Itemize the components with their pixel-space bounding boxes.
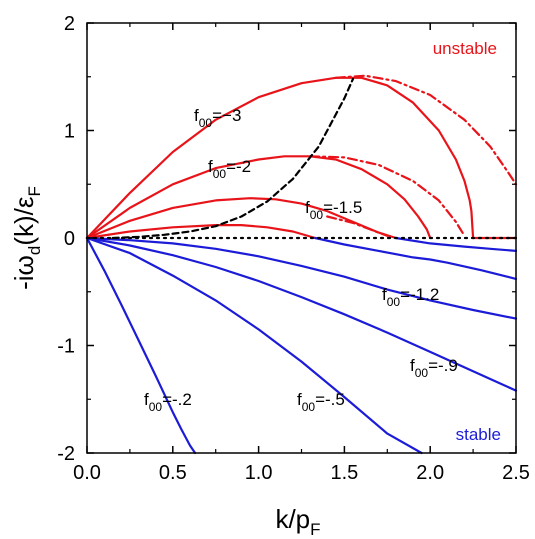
y-tick-label: 2 (64, 13, 75, 35)
x-tick-label: 2.5 (502, 462, 530, 484)
y-tick-label: -2 (57, 443, 75, 465)
x-tick-label: 1.5 (330, 462, 358, 484)
ticks-layer (86, 22, 517, 454)
x-tick-label: 0.5 (159, 462, 187, 484)
series-line-10 (85, 236, 518, 392)
series-label-2: f00=-2 (208, 157, 251, 181)
series-line-11 (85, 236, 423, 455)
y-axis-title-eps: ε (9, 196, 39, 208)
series-line-7 (394, 236, 518, 252)
y-tick-label: -1 (57, 336, 75, 358)
series-line-6 (85, 224, 317, 240)
series-line-12 (85, 236, 197, 455)
series-line-1 (334, 74, 518, 186)
series-line-2 (85, 155, 432, 240)
series-line-4 (85, 197, 397, 240)
series-label-10: f00=-.9 (410, 356, 458, 380)
curves-layer (85, 74, 518, 455)
y-tick-label: 1 (64, 121, 75, 143)
x-axis-title-sub: F (310, 520, 320, 539)
series-line-8 (314, 236, 518, 280)
series-label-0: f00=−3 (194, 106, 241, 130)
series-label-4: f00=-1.5 (305, 198, 362, 222)
x-tick-label: 2.0 (416, 462, 444, 484)
y-tick-label: 0 (64, 228, 75, 250)
y-axis-title-eps-sub: F (25, 186, 44, 196)
unstable-region-label: unstable (433, 39, 497, 58)
series-line-13 (111, 77, 355, 240)
x-tick-label: 1.0 (245, 462, 273, 484)
series-label-9: f00=-1.2 (382, 285, 439, 309)
y-axis-title-mid: (k)/ (9, 207, 39, 245)
series-line-9 (85, 236, 518, 320)
labels-layer: 0.0 0.5 1.0 1.5 2.0 2.5 -2 -1 0 1 2 f00=−3 f00=-2 f00… (57, 13, 530, 484)
y-axis-title-sub: d (25, 246, 44, 255)
stable-region-label: stable (456, 425, 501, 444)
x-axis-title: k/pF (275, 504, 320, 539)
series-line-0 (85, 76, 518, 240)
series-label-11: f00=-.5 (297, 390, 345, 414)
x-axis-title-main: k/p (275, 504, 310, 534)
series-line-3 (309, 155, 466, 237)
y-axis-title-omega: ω (9, 255, 39, 275)
y-axis-title: -iωd(k)/εF (9, 186, 44, 290)
series-label-12: f00=-.2 (144, 390, 192, 414)
series-line-5 (326, 215, 389, 237)
y-axis-title-pre: -i (9, 275, 39, 289)
x-tick-label: 0.0 (73, 462, 101, 484)
